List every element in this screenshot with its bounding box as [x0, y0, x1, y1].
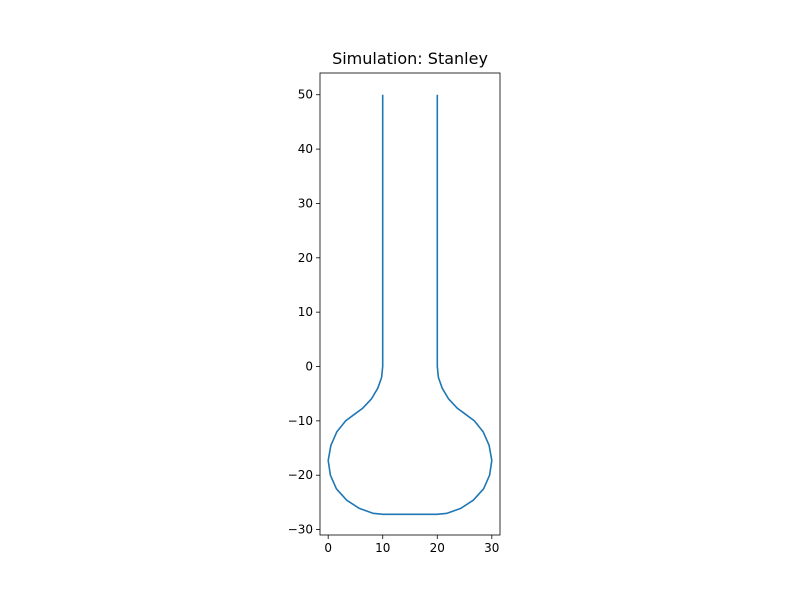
plot-area [327, 94, 493, 516]
x-tick-label: 20 [430, 541, 445, 555]
y-tick-label: −20 [288, 468, 313, 482]
series-line-0 [327, 94, 493, 516]
y-tick-label: 20 [298, 251, 313, 265]
y-tick-label: 50 [298, 88, 313, 102]
axes: 0 10 20 30 −30 −20 −10 0 10 20 30 40 50 [288, 72, 501, 555]
plot-frame [319, 72, 501, 536]
x-tick-label: 30 [484, 541, 499, 555]
y-tick-label: 40 [298, 142, 313, 156]
y-tick-label: 10 [298, 305, 313, 319]
chart-title: Simulation: Stanley [332, 49, 488, 68]
x-tick-label: 0 [324, 541, 332, 555]
y-tick-label: −30 [288, 523, 313, 537]
y-tick-label: 0 [305, 360, 313, 374]
y-tick-label: 30 [298, 196, 313, 210]
x-tick-label: 10 [375, 541, 390, 555]
y-tick-label: −10 [288, 414, 313, 428]
